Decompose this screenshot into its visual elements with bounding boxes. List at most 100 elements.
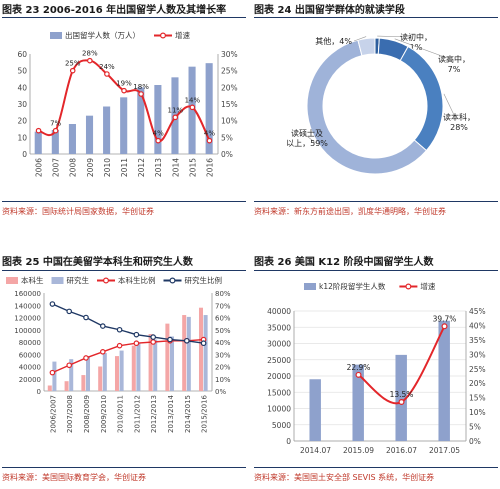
legend-label: 增速 (420, 281, 435, 291)
y-tick-label-right: 15% (221, 100, 238, 109)
line-point (121, 87, 127, 94)
line-point (189, 104, 196, 111)
pie-slice (399, 45, 444, 152)
line-point (133, 340, 140, 347)
bar (47, 385, 52, 391)
y-tick-label-left: 15000 (267, 388, 291, 397)
y-tick-label-right: 10% (469, 408, 486, 417)
y-tick-label-right: 25% (221, 67, 238, 76)
data-label: 7% (50, 120, 61, 128)
y-tick-label-right: 5% (469, 423, 481, 432)
x-tick-label: 2012/2013 (150, 395, 158, 433)
chart-source: 资料来源：美国国际教育学会，华创证券 (2, 473, 146, 482)
bar (103, 106, 111, 154)
line-point (69, 67, 76, 74)
combo-chart-us-students: 0 20000 40000 60000 80000 100000 120000 140000 1… (6, 275, 231, 433)
legend-label: 增速 (175, 30, 190, 40)
pie-slice (357, 37, 376, 57)
legend-label: 研究生 (67, 275, 90, 285)
legend-swatch (6, 277, 18, 284)
bar (137, 87, 145, 154)
line-point (52, 127, 59, 134)
leader-line (353, 36, 367, 42)
data-label: 19% (116, 80, 132, 88)
legend-marker (169, 277, 176, 284)
source-rule (254, 467, 498, 468)
y-tick-label-right: 50% (215, 327, 231, 335)
title-rule (254, 270, 498, 271)
leader-line (377, 35, 413, 38)
line-point (49, 369, 56, 376)
bar (34, 131, 42, 154)
line-point (184, 337, 190, 344)
bar (102, 353, 107, 391)
y-tick-label-left: 40000 (267, 307, 291, 316)
y-tick-label-right: 30% (469, 350, 486, 359)
y-tick-label-right: 35% (469, 336, 486, 345)
line-point (87, 57, 93, 64)
bar (68, 124, 76, 154)
y-tick-label-left: 0 (22, 150, 27, 159)
x-tick-label: 2014.07 (300, 446, 331, 455)
line-point (66, 362, 73, 369)
slice-label: 读高中， 7% (438, 54, 470, 74)
y-tick-label-right: 5% (221, 133, 233, 142)
line-point (100, 323, 106, 329)
source-rule (2, 467, 246, 468)
y-tick-label-right: 30% (215, 351, 231, 359)
legend-label: 研究生比例 (185, 275, 223, 285)
y-tick-label-left: 20000 (267, 372, 291, 381)
bar (64, 381, 69, 391)
legend-label: 出国留学人数（万人） (65, 30, 140, 40)
bar (188, 66, 196, 154)
chart-title: 图表 26 美国 K12 阶段中国留学生人数 (254, 257, 434, 268)
line-point (116, 342, 123, 349)
x-tick-label: 2010/2011 (117, 395, 125, 433)
chart-source: 资料来源：新东方前途出国，凯度华通明略，华创证券 (254, 207, 446, 216)
data-label: 28% (82, 50, 98, 58)
bar (148, 334, 153, 391)
line-point (49, 301, 56, 307)
line-point (200, 340, 207, 347)
line-point (100, 349, 106, 355)
bar (395, 354, 407, 441)
y-tick-label-left: 60000 (19, 351, 41, 359)
y-tick-label-right: 0% (221, 150, 233, 159)
bar (153, 339, 158, 391)
bar (186, 316, 191, 391)
y-tick-label-right: 70% (215, 302, 231, 310)
line-point (83, 355, 89, 361)
x-tick-label: 2015.09 (343, 446, 374, 455)
y-tick-label-left: 20000 (19, 376, 41, 384)
bar (165, 323, 170, 391)
bar (136, 343, 141, 391)
y-tick-label-right: 15% (469, 394, 486, 403)
legend-swatch (51, 277, 64, 284)
bar (309, 379, 321, 441)
series-line (52, 303, 204, 344)
x-tick-label: 2010 (103, 158, 112, 177)
y-tick-label-right: 45% (469, 307, 486, 316)
donut-chart-study-stage: 读初中， 1% 读高中， 7% 读本科， 28% 读硕士及以上，59% 其他，4% (286, 32, 475, 175)
bar (85, 115, 94, 154)
y-tick-label-right: 10% (221, 117, 238, 126)
legend-marker (102, 277, 109, 284)
leader-line (443, 93, 456, 118)
leader-line (394, 38, 451, 60)
source-rule (254, 201, 498, 202)
y-tick-label-left: 5000 (272, 421, 291, 430)
y-tick-label-left: 30000 (267, 340, 291, 349)
x-tick-label: 2006 (35, 158, 44, 177)
chart-source: 资料来源：美国国土安全部 SEVIS 系统，华创证券 (254, 473, 435, 482)
legend-label: 本科生比例 (118, 275, 156, 285)
y-tick-label-left: 60 (17, 50, 27, 59)
data-label: 25% (65, 60, 81, 68)
x-tick-label: 2011 (120, 158, 129, 177)
data-label: 13.5% (390, 390, 414, 399)
bar (86, 356, 91, 391)
combo-chart-k12-students: 0 5000 10000 15000 20000 25000 30000 35000 40000… (267, 281, 486, 455)
y-tick-label-left: 40000 (19, 364, 41, 372)
slice-label: 其他，4% (315, 36, 352, 46)
x-tick-label: 2017.05 (429, 446, 460, 455)
data-label: 18% (133, 83, 149, 91)
